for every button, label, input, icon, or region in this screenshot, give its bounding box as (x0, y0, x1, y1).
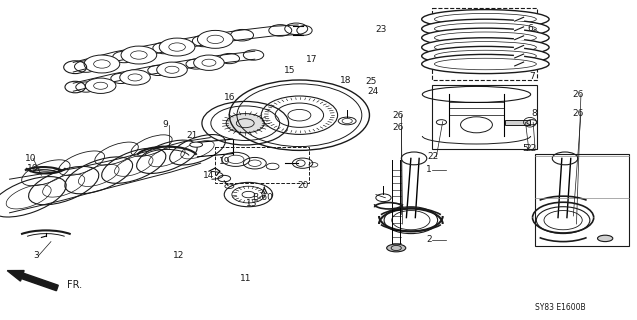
Bar (432, 8, 537, 80)
Bar (535, 154, 629, 246)
Text: 14: 14 (203, 172, 215, 180)
Text: 21: 21 (187, 131, 198, 140)
Text: 2: 2 (426, 236, 431, 244)
Ellipse shape (194, 55, 224, 70)
Text: 5: 5 (522, 144, 529, 153)
Ellipse shape (422, 10, 549, 29)
Ellipse shape (422, 38, 549, 57)
Text: 22: 22 (427, 152, 439, 161)
Text: 26: 26 (392, 124, 404, 132)
Ellipse shape (120, 70, 150, 85)
Ellipse shape (422, 54, 549, 74)
Text: 11: 11 (240, 274, 251, 283)
Text: 10: 10 (27, 164, 39, 173)
Text: 12: 12 (173, 252, 184, 260)
Bar (505, 120, 530, 125)
Ellipse shape (226, 114, 264, 133)
Ellipse shape (85, 78, 116, 93)
Text: SY83 E1600B: SY83 E1600B (535, 303, 586, 312)
Ellipse shape (422, 46, 549, 66)
Bar (432, 85, 537, 149)
Ellipse shape (598, 235, 613, 242)
Text: 26: 26 (572, 90, 583, 99)
Bar (215, 147, 309, 183)
FancyArrow shape (7, 270, 58, 291)
Text: 15: 15 (284, 66, 296, 75)
Ellipse shape (121, 46, 157, 64)
Text: 10: 10 (25, 154, 36, 163)
Ellipse shape (197, 30, 233, 48)
Text: 20: 20 (297, 181, 309, 190)
Ellipse shape (422, 19, 549, 38)
Text: 18: 18 (340, 76, 352, 85)
Text: 16: 16 (224, 93, 235, 102)
Text: 3: 3 (33, 252, 39, 260)
Ellipse shape (157, 62, 187, 77)
Ellipse shape (387, 244, 406, 252)
Text: 23: 23 (375, 25, 387, 34)
Text: 17: 17 (306, 55, 318, 64)
Text: FR.: FR. (67, 280, 82, 291)
Text: B-60: B-60 (252, 193, 273, 202)
Ellipse shape (190, 142, 203, 147)
Ellipse shape (159, 38, 195, 56)
Ellipse shape (422, 28, 549, 47)
Text: 9: 9 (162, 120, 169, 129)
Text: 25: 25 (366, 77, 377, 86)
Text: 26: 26 (392, 111, 404, 120)
Text: 7: 7 (529, 72, 535, 81)
Text: 6: 6 (527, 24, 534, 33)
Text: 19: 19 (218, 157, 230, 166)
Text: 24: 24 (368, 87, 379, 96)
Text: 1: 1 (426, 165, 432, 174)
Text: 8: 8 (531, 109, 537, 118)
Text: 13: 13 (246, 199, 257, 208)
Text: 26: 26 (572, 109, 583, 118)
Text: 22: 22 (525, 144, 536, 153)
Ellipse shape (84, 55, 120, 73)
